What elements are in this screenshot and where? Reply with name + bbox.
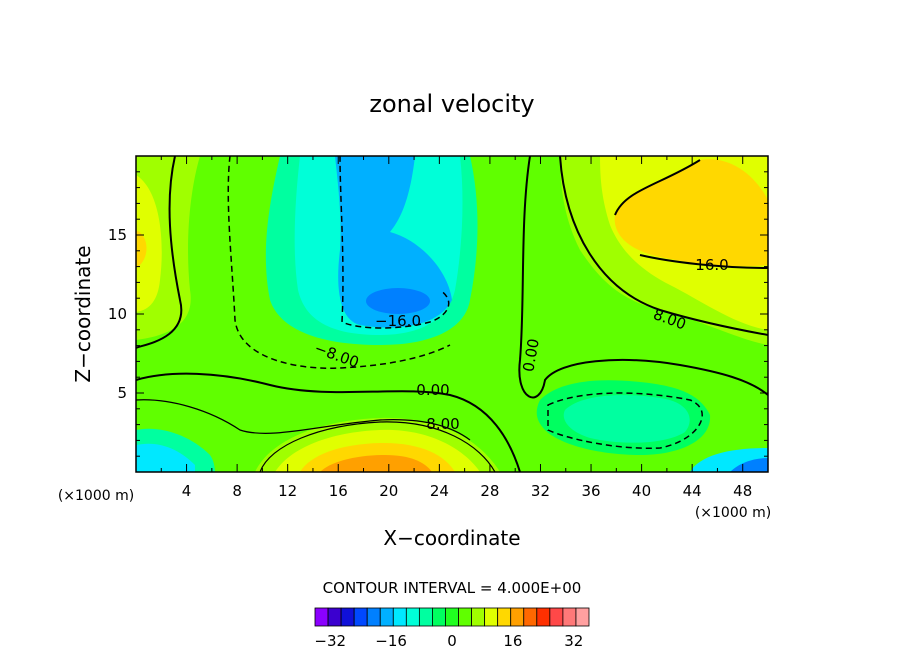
- contour-line: [136, 156, 183, 349]
- band-right-core: [614, 159, 768, 267]
- contour-label: 16.0: [695, 256, 728, 274]
- colorbar-swatch: [497, 607, 512, 627]
- colorbar-swatch: [392, 607, 407, 627]
- colorbar-swatch: [379, 607, 394, 627]
- contour-line: [518, 156, 768, 399]
- contour-line: [227, 156, 451, 369]
- chart-title: zonal velocity: [369, 90, 534, 118]
- colorbar-swatch: [366, 607, 381, 627]
- x-tick-label: 20: [379, 482, 398, 500]
- contour-line: [259, 421, 496, 472]
- x-unit-left: (×1000 m): [58, 488, 134, 504]
- x-tick-label: 40: [632, 482, 651, 500]
- contour-line: [559, 156, 768, 336]
- colorbar-swatch: [510, 607, 525, 627]
- contour-lines: [136, 156, 768, 472]
- colorbar-tick-label: −16: [375, 632, 407, 650]
- colorbar-swatch: [340, 607, 355, 627]
- x-tick-label: 36: [581, 482, 600, 500]
- colorbar-swatch: [405, 607, 420, 627]
- contour-line: [547, 392, 703, 450]
- contour-label: −16.0: [375, 312, 421, 330]
- contour-field: [136, 156, 768, 472]
- band-left-peak: [136, 175, 162, 312]
- contour-interval-text: CONTOUR INTERVAL = 4.000E+00: [323, 579, 582, 597]
- y-tick-label: 15: [108, 226, 127, 244]
- contour-label: 0.00: [519, 337, 543, 373]
- y-tick-label: 10: [108, 305, 127, 323]
- colorbar-swatch: [445, 607, 459, 627]
- band-bottom-core: [320, 455, 432, 472]
- x-tick-label: 12: [278, 482, 297, 500]
- x-unit-right: (×1000 m): [695, 505, 771, 521]
- contour-line: [339, 156, 450, 329]
- x-tick-label: 4: [182, 482, 192, 500]
- colorbar-swatch: [353, 607, 368, 627]
- x-tick-label: 8: [232, 482, 242, 500]
- colorbar-swatch: [314, 607, 329, 627]
- x-axis-label: X−coordinate: [383, 526, 520, 550]
- colorbar-swatch: [536, 607, 551, 627]
- contour-label: 8.00: [426, 415, 459, 433]
- colorbar-swatch: [432, 607, 446, 627]
- contour-label: 0.00: [416, 381, 449, 399]
- colorbar-swatch: [575, 607, 590, 627]
- colorbar-tick-label: −32: [314, 632, 346, 650]
- x-tick-label: 24: [430, 482, 449, 500]
- colorbar-swatch: [549, 607, 564, 627]
- colorbar-swatch: [471, 607, 486, 627]
- colorbar-swatch: [562, 607, 577, 627]
- colorbar: −32 −16 0 16 32: [314, 607, 590, 650]
- y-axis-label: Z−coordinate: [71, 245, 95, 382]
- x-tick-label: 28: [480, 482, 499, 500]
- x-tick-label: 32: [531, 482, 550, 500]
- colorbar-swatch: [418, 607, 433, 627]
- x-tick-label: 16: [329, 482, 348, 500]
- x-tick-label: 44: [683, 482, 702, 500]
- band-center-core: [366, 288, 430, 314]
- band-lower-left-inner: [136, 443, 195, 472]
- contour-line: [136, 372, 521, 472]
- colorbar-tick-label: 32: [564, 632, 583, 650]
- band-left-core: [136, 230, 147, 268]
- contour-line: [614, 159, 768, 269]
- contour-line: [136, 399, 471, 441]
- colorbar-swatch: [484, 607, 499, 627]
- colorbar-swatch: [523, 607, 538, 627]
- colorbar-tick-label: 16: [503, 632, 522, 650]
- colorbar-swatch: [458, 607, 472, 627]
- band-lower-right-inner: [563, 395, 690, 443]
- x-tick-label: 48: [733, 482, 752, 500]
- band-lower-right-corner-core: [730, 458, 768, 472]
- colorbar-tick-label: 0: [447, 632, 457, 650]
- y-tick-label: 5: [117, 384, 127, 402]
- band-center-inner: [335, 156, 452, 328]
- colorbar-swatch: [327, 607, 342, 627]
